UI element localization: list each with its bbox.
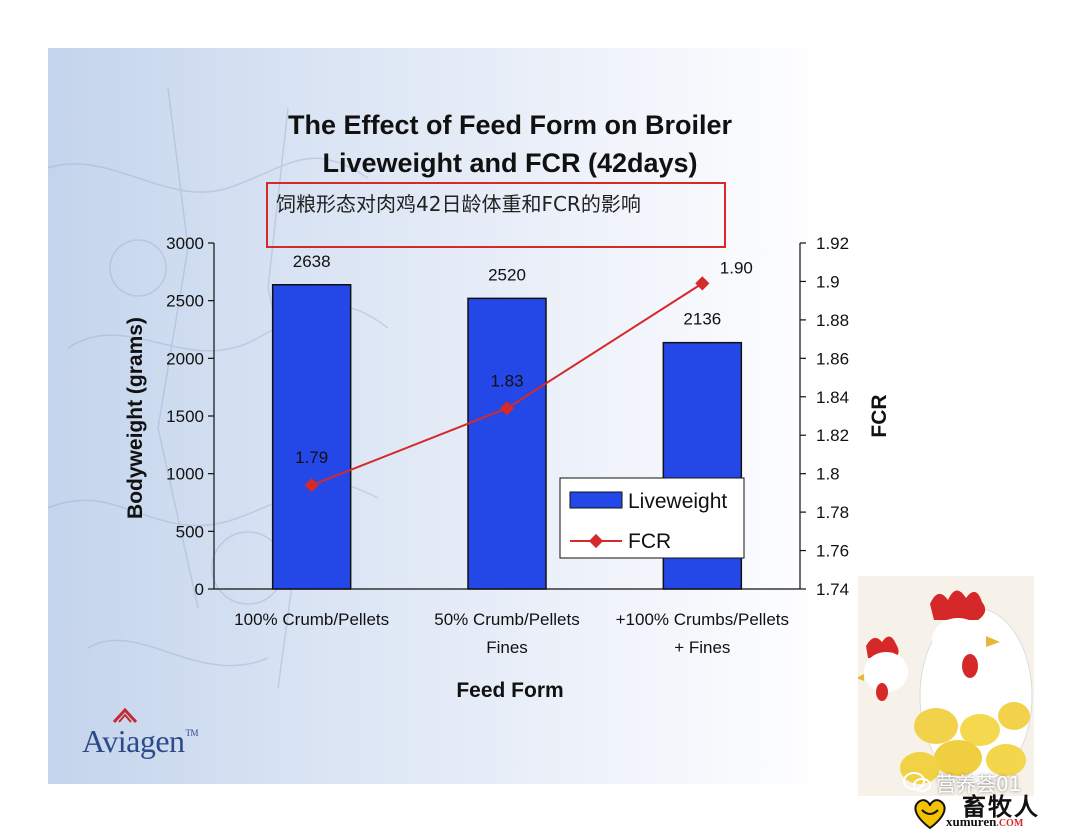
site-name-english: xumuren.COM xyxy=(946,814,1023,830)
y2-tick-label: 1.82 xyxy=(816,426,849,445)
bar-liveweight xyxy=(467,297,547,590)
site-name-chinese: 畜牧人 xyxy=(962,792,1040,821)
aviagen-logo-tm: TM xyxy=(185,728,199,738)
y-tick-label: 500 xyxy=(176,522,204,541)
x-axis-title: Feed Form xyxy=(456,679,563,702)
annotation-text: 饲粮形态对肉鸡42日龄体重和FCR的影响 xyxy=(276,192,641,216)
aviagen-logo: AviagenTM xyxy=(82,723,199,760)
fcr-point-marker xyxy=(304,478,319,493)
y2-tick-label: 1.92 xyxy=(816,234,849,253)
site-name-english-suffix: .COM xyxy=(996,818,1024,829)
aviagen-logo-text: Aviagen xyxy=(82,723,185,759)
chicken-photo-image xyxy=(858,576,1034,796)
bar-liveweight xyxy=(271,284,352,590)
fcr-point-marker xyxy=(499,401,515,416)
legend-label-fcr: FCR xyxy=(628,530,671,553)
annotation-box: 饲粮形态对肉鸡42日龄体重和FCR的影响 xyxy=(266,182,726,248)
x-category-label: 50% Crumb/Pellets xyxy=(434,610,580,629)
bar-value-label: 2638 xyxy=(293,252,331,271)
y2-tick-label: 1.88 xyxy=(816,311,849,330)
x-category-label: 100% Crumb/Pellets xyxy=(234,610,389,629)
legend-swatch-liveweight xyxy=(569,491,623,509)
chart-title-line-1: The Effect of Feed Form on Broiler xyxy=(287,110,733,140)
y-axis-title: Bodyweight (grams) xyxy=(124,317,147,519)
y2-tick-label: 1.86 xyxy=(816,349,849,368)
y2-tick-label: 1.74 xyxy=(816,580,849,599)
legend: Liveweight FCR xyxy=(559,477,745,559)
x-category-label: Fines xyxy=(486,638,528,657)
y-tick-label: 0 xyxy=(195,580,204,599)
fcr-value-label: 1.79 xyxy=(295,448,328,467)
y2-tick-label: 1.78 xyxy=(816,503,849,522)
wechat-icon xyxy=(903,772,931,792)
y2-tick-label: 1.76 xyxy=(816,542,849,561)
y-tick-label: 1000 xyxy=(166,465,204,484)
legend-label-liveweight: Liveweight xyxy=(628,490,727,513)
legend-box xyxy=(559,477,745,559)
chart-title-line-2: Liveweight and FCR (42days) xyxy=(322,148,698,178)
site-name-english-text: xumuren xyxy=(946,814,997,829)
x-category-label: +100% Crumbs/Pellets xyxy=(616,610,789,629)
y-tick-label: 2000 xyxy=(166,349,204,368)
y2-axis-title: FCR xyxy=(868,394,891,437)
xumuren-heart-logo-icon xyxy=(914,799,946,830)
bar-value-label: 2136 xyxy=(683,310,721,329)
y-tick-label: 2500 xyxy=(166,292,204,311)
aviagen-logo-icon xyxy=(112,707,138,724)
y2-tick-label: 1.8 xyxy=(816,465,840,484)
y-tick-label: 3000 xyxy=(166,234,204,253)
bar-value-label: 2520 xyxy=(488,265,526,284)
fcr-value-label: 1.90 xyxy=(720,258,753,277)
y2-tick-label: 1.9 xyxy=(816,272,840,291)
watermark-text: 营养荟01 xyxy=(936,772,1022,796)
y2-tick-label: 1.84 xyxy=(816,388,849,407)
fcr-point-marker xyxy=(695,276,710,291)
legend-swatch-fcr-marker xyxy=(588,533,604,549)
y-tick-label: 1500 xyxy=(166,407,204,426)
fcr-value-label: 1.83 xyxy=(490,371,523,390)
x-category-label: + Fines xyxy=(674,638,730,657)
